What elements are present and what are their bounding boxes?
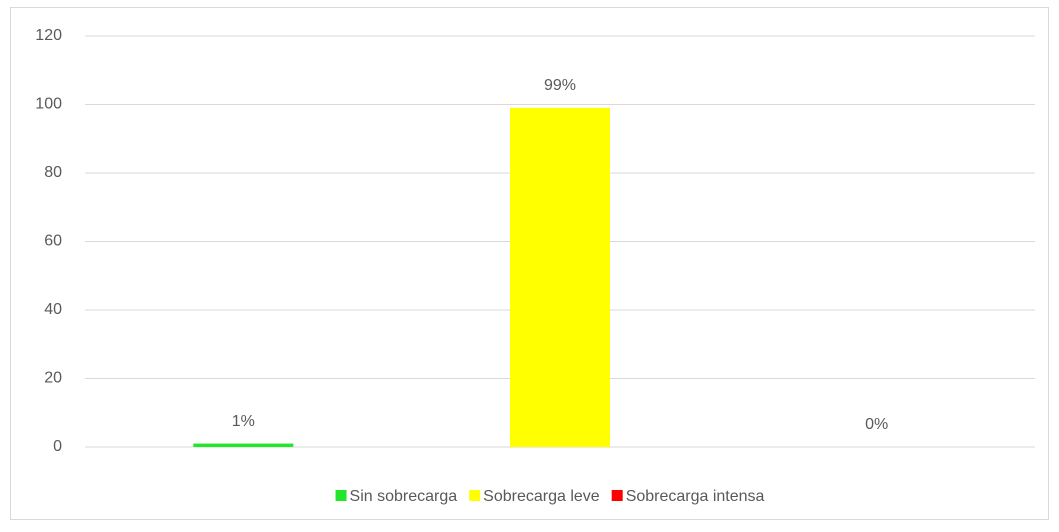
bar [510, 107, 610, 448]
y-tick-label: 60 [44, 233, 62, 250]
data-label: 1% [232, 413, 255, 430]
y-tick-label: 80 [44, 164, 62, 181]
y-tick-label: 100 [35, 96, 62, 113]
legend-label: Sobrecarga intensa [626, 488, 765, 505]
y-tick-label: 0 [53, 438, 62, 455]
legend-swatch [611, 490, 623, 501]
data-label: 0% [865, 416, 888, 433]
legend-label: Sobrecarga leve [483, 488, 600, 505]
bar [193, 443, 294, 447]
legend-swatch [469, 490, 481, 501]
y-tick-label: 40 [44, 301, 62, 318]
legend-swatch [335, 490, 347, 501]
data-label: 99% [544, 77, 576, 94]
y-tick-label: 120 [35, 27, 62, 44]
y-tick-label: 20 [44, 370, 62, 387]
legend-label: Sin sobrecarga [350, 488, 458, 505]
